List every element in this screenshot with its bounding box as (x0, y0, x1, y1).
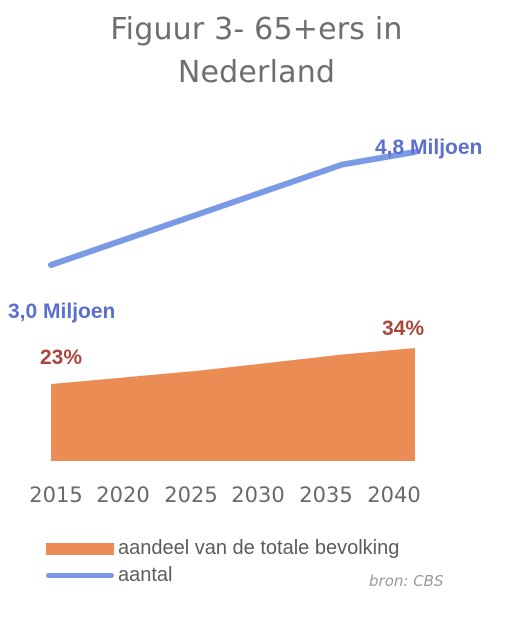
line-start-label: 3,0 Miljoen (8, 300, 116, 323)
area-series-aandeel (51, 348, 415, 461)
area-start-label: 23% (40, 346, 83, 369)
x-tick-label: 2040 (367, 483, 420, 507)
source-note: bron: CBS (369, 572, 444, 590)
line-series-aantal (48, 149, 418, 268)
area-end-label: 34% (382, 317, 425, 340)
x-tick-label: 2035 (299, 483, 352, 507)
x-tick-label: 2015 (29, 483, 82, 507)
line-layer (48, 149, 418, 268)
area-layer (51, 348, 415, 461)
legend-label-line: aantal (118, 564, 173, 586)
chart-title-line-2: Nederland (177, 55, 336, 90)
chart-title-line-1: Figuur 3- 65+ers in (110, 12, 403, 47)
legend-item-area: aandeel van de totale bevolking (46, 537, 399, 560)
x-axis-ticks: 2015 2020 2025 2030 2035 2040 (29, 483, 420, 507)
legend-swatch-area (46, 542, 114, 555)
legend-swatch-line (46, 573, 114, 578)
line-end-label: 4,8 Miljoen (375, 136, 483, 159)
x-tick-label: 2020 (96, 483, 149, 507)
legend-item-line: aantal (46, 564, 173, 587)
x-tick-label: 2025 (164, 483, 217, 507)
legend-label-area: aandeel van de totale bevolking (118, 537, 400, 559)
x-tick-label: 2030 (231, 483, 284, 507)
